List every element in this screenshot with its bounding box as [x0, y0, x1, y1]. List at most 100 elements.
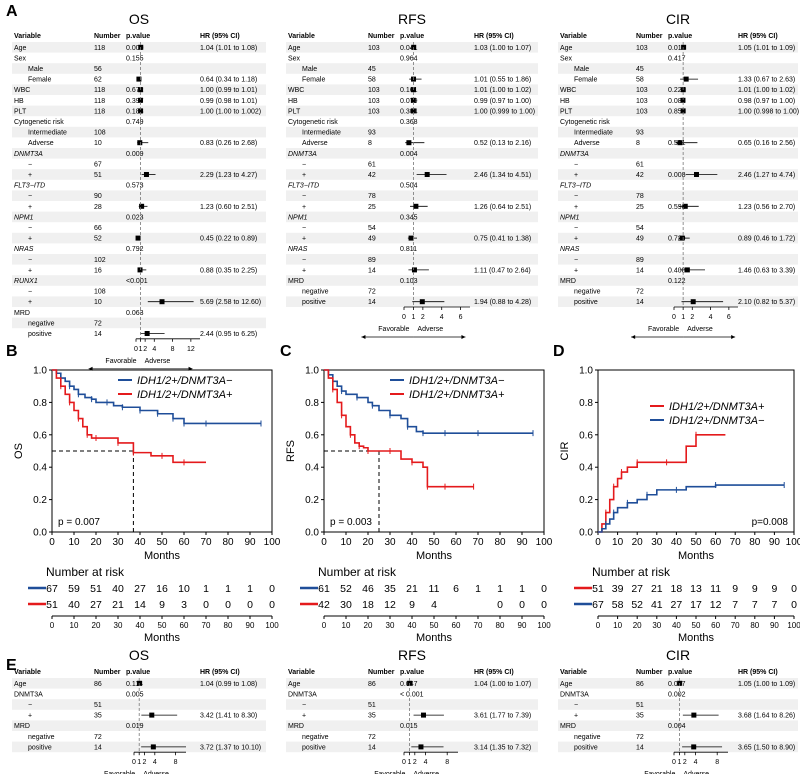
x-tick-label: 80	[749, 537, 761, 548]
row-number: 72	[94, 320, 102, 327]
row-pvalue: 0.749	[126, 119, 144, 126]
row-pvalue: 0.009	[126, 45, 144, 52]
hr-point	[408, 235, 414, 241]
risk-count: 12	[384, 599, 396, 611]
row-label: negative	[574, 289, 601, 296]
risk-x-tick-label: 10	[70, 621, 79, 630]
risk-count: 39	[612, 583, 624, 595]
row-label: −	[574, 225, 578, 232]
header-number: Number	[94, 669, 121, 676]
row-number: 93	[368, 130, 376, 137]
panel-label-c: C	[280, 343, 292, 360]
row-label: NRAS	[560, 246, 580, 253]
row-label: Female	[302, 77, 325, 84]
x-tick-label: 1	[411, 314, 415, 321]
risk-x-tick-label: 0	[322, 621, 327, 630]
row-pvalue: 0.084	[668, 98, 686, 105]
header-pvalue: p.value	[400, 33, 424, 40]
row-number: 66	[94, 225, 102, 232]
x-tick-label: 70	[200, 537, 212, 548]
hr-point	[137, 267, 143, 273]
row-hr-ci: 1.11 (0.47 to 2.64)	[474, 267, 531, 274]
x-tick-label: 2	[413, 759, 417, 766]
risk-x-axis-label: Months	[416, 632, 453, 644]
row-band	[12, 63, 266, 74]
risk-x-tick-label: 90	[246, 621, 255, 630]
row-band	[12, 211, 266, 223]
row-number: 103	[368, 98, 380, 105]
row-band	[286, 699, 538, 710]
row-number: 14	[94, 744, 102, 751]
header-number: Number	[368, 669, 395, 676]
x-tick-label: 100	[536, 537, 553, 548]
row-number: 14	[368, 744, 376, 751]
risk-count: 0	[541, 599, 547, 611]
row-pvalue: 0.598	[668, 204, 686, 211]
row-band	[12, 190, 266, 201]
risk-count: 30	[340, 599, 352, 611]
y-tick-label: 0.0	[305, 528, 319, 539]
row-label: MRD	[288, 723, 304, 730]
adverse-arrowhead	[731, 335, 736, 339]
x-tick-label: 60	[710, 537, 722, 548]
risk-count: 21	[112, 599, 124, 611]
row-number: 90	[94, 193, 102, 200]
row-label: +	[28, 267, 32, 274]
risk-x-tick-label: 90	[770, 621, 779, 630]
p-value: p=0.008	[752, 517, 789, 528]
legend-entry: IDH1/2+/DNMT3A+	[137, 389, 233, 401]
risk-count: 7	[732, 599, 738, 611]
forest-title: CIR	[666, 647, 690, 663]
risk-count: 1	[519, 583, 525, 595]
x-tick-label: 30	[384, 537, 396, 548]
risk-count: 1	[203, 583, 209, 595]
row-band	[558, 190, 798, 201]
row-label: DNMT3A	[288, 691, 317, 698]
row-hr-ci: 1.23 (0.60 to 2.51)	[200, 204, 257, 211]
risk-count: 0	[225, 599, 231, 611]
row-number: 102	[94, 257, 106, 264]
row-hr-ci: 3.65 (1.50 to 8.90)	[738, 744, 795, 751]
risk-count: 9	[771, 583, 777, 595]
row-label: Sex	[288, 55, 301, 62]
risk-x-tick-label: 70	[202, 621, 211, 630]
risk-x-tick-label: 80	[496, 621, 505, 630]
row-hr-ci: 0.52 (0.13 to 2.16)	[474, 140, 531, 147]
row-label: Age	[288, 681, 301, 688]
row-pvalue: 0.002	[668, 691, 686, 698]
row-label: Age	[288, 45, 301, 52]
hr-point	[691, 712, 697, 718]
row-band	[558, 105, 798, 117]
row-band	[286, 296, 538, 307]
row-hr-ci: 0.65 (0.16 to 2.56)	[738, 140, 795, 147]
header-number: Number	[94, 33, 121, 40]
row-label: positive	[302, 744, 326, 751]
row-hr-ci: 3.42 (1.41 to 8.30)	[200, 713, 257, 720]
row-pvalue: 0.015	[400, 723, 418, 730]
row-pvalue: 0.019	[668, 45, 686, 52]
row-hr-ci: 1.46 (0.63 to 3.39)	[738, 267, 795, 274]
forest-title: RFS	[398, 11, 426, 27]
row-label: NPM1	[288, 214, 308, 221]
risk-count: 40	[112, 583, 124, 595]
risk-count: 0	[791, 599, 797, 611]
row-band	[286, 254, 538, 265]
y-tick-label: 0.6	[305, 430, 319, 441]
header-variable: Variable	[14, 33, 41, 40]
panel-label-b: B	[6, 343, 18, 360]
row-label: PLT	[560, 108, 573, 115]
risk-count: 35	[384, 583, 396, 595]
row-pvalue: 0.009	[126, 151, 144, 158]
row-number: 118	[94, 87, 105, 94]
x-tick-label: 4	[694, 759, 698, 766]
risk-x-tick-label: 10	[613, 621, 622, 630]
row-number: 14	[368, 267, 376, 274]
risk-x-axis-label: Months	[678, 632, 715, 644]
row-hr-ci: 1.00 (0.99 to 1.01)	[200, 87, 257, 94]
x-tick-label: 4	[153, 759, 157, 766]
row-pvalue: 0.103	[400, 278, 418, 285]
row-hr-ci: 1.94 (0.88 to 4.28)	[474, 299, 531, 306]
header-variable: Variable	[560, 669, 587, 676]
risk-count: 17	[690, 599, 702, 611]
